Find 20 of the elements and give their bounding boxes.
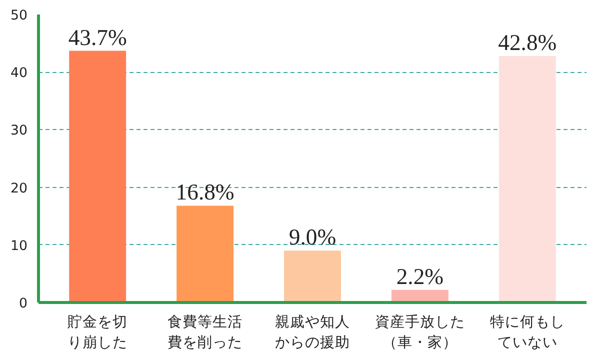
x-tick-label: 親戚や知人からの援助	[275, 314, 350, 351]
y-tick-label: 30	[10, 124, 28, 139]
bar	[284, 250, 341, 302]
x-tick-label: 貯金を切り崩した	[68, 314, 128, 351]
y-tick-label: 0	[19, 296, 28, 312]
y-tick-label: 40	[10, 66, 28, 82]
data-label: 2.2%	[396, 264, 444, 289]
x-tick-label: 特に何もしていない	[490, 314, 565, 351]
data-label: 9.0%	[288, 224, 336, 250]
x-tick-label: 資産手放した（車・家）	[374, 314, 465, 351]
bar	[69, 50, 126, 302]
bar	[498, 56, 556, 302]
data-label: 16.8%	[176, 180, 234, 205]
y-tick-label: 50	[10, 8, 28, 24]
data-label: 42.8%	[498, 30, 557, 55]
x-tick-label: 食費等生活費を削った	[168, 314, 243, 351]
data-label: 43.7%	[68, 24, 127, 50]
y-tick-label: 20	[10, 181, 28, 196]
bar	[176, 206, 234, 302]
y-tick-label: 10	[10, 238, 28, 254]
